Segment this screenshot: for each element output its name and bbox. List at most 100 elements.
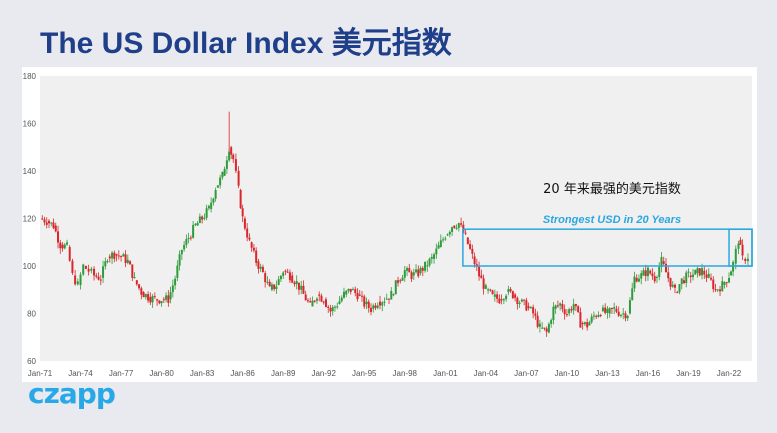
candle-body (473, 256, 476, 265)
candle-body (527, 306, 530, 308)
candle-body (646, 267, 649, 277)
x-tick-label: Jan-95 (352, 369, 377, 378)
candle-body (680, 278, 683, 285)
candle-body (694, 269, 697, 275)
candle-body (437, 245, 440, 249)
candle-body (410, 272, 413, 280)
candle-body (61, 244, 64, 249)
candle-body (547, 323, 550, 333)
candle-body (439, 240, 442, 247)
candle-body (71, 260, 74, 273)
candle-body (446, 234, 449, 236)
candle-body (198, 216, 201, 223)
x-tick-label: Jan-13 (595, 369, 620, 378)
candle-body (349, 288, 352, 292)
candle-body (102, 266, 105, 278)
candle-body (514, 294, 517, 298)
candle-body (333, 306, 336, 308)
x-tick-label: Jan-04 (474, 369, 499, 378)
candle-body (149, 296, 152, 303)
candle-body (160, 301, 163, 304)
candle-body (635, 277, 638, 282)
candle-body (270, 284, 273, 290)
candle-body (295, 281, 298, 285)
highlight-boxes (462, 228, 753, 267)
candle-body (288, 272, 291, 281)
x-tick-label: Jan-83 (190, 369, 215, 378)
candle-body (451, 227, 454, 232)
candle-body (714, 289, 717, 291)
candle-body (331, 307, 334, 312)
candle-body (383, 301, 386, 303)
candle-body (653, 276, 656, 282)
candle-body (568, 309, 571, 314)
candle-body (95, 275, 98, 277)
x-tick-label: Jan-07 (514, 369, 539, 378)
candle-body (673, 284, 676, 288)
candle-body (144, 294, 147, 298)
x-tick-label: Jan-01 (433, 369, 458, 378)
candle-body (194, 223, 197, 225)
candle-body (275, 286, 278, 290)
candle-body (734, 248, 737, 264)
candle-body (433, 254, 436, 259)
candle-body (538, 323, 541, 327)
candle-body (541, 327, 544, 329)
candle-body (687, 271, 690, 273)
candle-body (273, 284, 276, 290)
candle-body (644, 270, 647, 277)
x-tick-label: Jan-98 (393, 369, 418, 378)
candle-body (577, 306, 580, 313)
candle-body (640, 273, 643, 279)
candle-body (655, 276, 658, 278)
candle-body (318, 294, 321, 296)
candle-body (707, 273, 710, 278)
candle-body (604, 307, 607, 313)
candle-body (207, 205, 210, 209)
candle-body (685, 272, 688, 283)
candle-body (363, 296, 366, 307)
y-tick-label: 80 (27, 310, 36, 319)
candle-body (509, 289, 512, 292)
candle-body (529, 307, 532, 309)
candle-body (518, 302, 521, 304)
candle-body (435, 248, 438, 255)
candle-body (507, 289, 510, 293)
candle-body (372, 305, 375, 309)
candle-body (622, 313, 625, 315)
candle-body (153, 296, 156, 298)
candle-body (297, 282, 300, 290)
candle-body (487, 289, 490, 291)
candle-body (106, 261, 109, 263)
candle-body (196, 222, 199, 226)
candle-body (201, 216, 204, 220)
candle-body (329, 307, 332, 312)
candle-body (117, 255, 120, 257)
candle-body (561, 304, 564, 310)
candle-body (417, 269, 420, 277)
candle-body (115, 254, 118, 256)
candle-body (234, 159, 237, 171)
candle-body (415, 269, 418, 273)
candle-body (340, 297, 343, 302)
candle-body (131, 264, 134, 278)
candle-body (99, 279, 102, 281)
candle-body (259, 266, 262, 269)
y-tick-label: 180 (23, 72, 37, 81)
candle-body (322, 301, 325, 303)
candle-body (482, 278, 485, 289)
candle-body (342, 291, 345, 298)
candle-body (397, 280, 400, 283)
candle-body (385, 298, 388, 300)
candle-body (712, 279, 715, 290)
candle-body (500, 299, 503, 301)
candle-body (662, 261, 665, 264)
candle-body (282, 272, 285, 276)
candle-body (210, 202, 213, 209)
candle-body (243, 218, 246, 229)
candle-body (315, 298, 318, 301)
candle-body (169, 292, 172, 300)
candle-body (698, 268, 701, 276)
candle-body (642, 270, 645, 276)
candle-body (93, 268, 96, 276)
